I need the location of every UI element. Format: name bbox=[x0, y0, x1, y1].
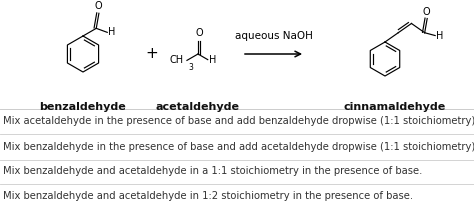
Text: +: + bbox=[146, 46, 158, 61]
Text: Mix benzaldehyde and acetaldehyde in a 1:1 stoichiometry in the presence of base: Mix benzaldehyde and acetaldehyde in a 1… bbox=[3, 166, 422, 176]
Text: aqueous NaOH: aqueous NaOH bbox=[235, 31, 312, 41]
Text: O: O bbox=[195, 28, 203, 38]
Text: H: H bbox=[209, 55, 216, 65]
Text: CH: CH bbox=[170, 55, 184, 65]
Text: benzaldehyde: benzaldehyde bbox=[40, 102, 127, 112]
Text: Mix acetaldehyde in the presence of base and add benzaldehyde dropwise (1:1 stoi: Mix acetaldehyde in the presence of base… bbox=[3, 116, 474, 126]
Text: O: O bbox=[423, 7, 430, 16]
Text: cinnamaldehyde: cinnamaldehyde bbox=[344, 102, 446, 112]
Text: H: H bbox=[108, 27, 116, 37]
Text: acetaldehyde: acetaldehyde bbox=[156, 102, 240, 112]
Text: 3: 3 bbox=[188, 63, 193, 72]
Text: Mix benzaldehyde and acetaldehyde in 1:2 stoichiometry in the presence of base.: Mix benzaldehyde and acetaldehyde in 1:2… bbox=[3, 191, 413, 201]
Text: H: H bbox=[436, 31, 444, 41]
Text: Mix benzaldehyde in the presence of base and add acetaldehyde dropwise (1:1 stoi: Mix benzaldehyde in the presence of base… bbox=[3, 142, 474, 152]
Text: O: O bbox=[94, 1, 102, 11]
